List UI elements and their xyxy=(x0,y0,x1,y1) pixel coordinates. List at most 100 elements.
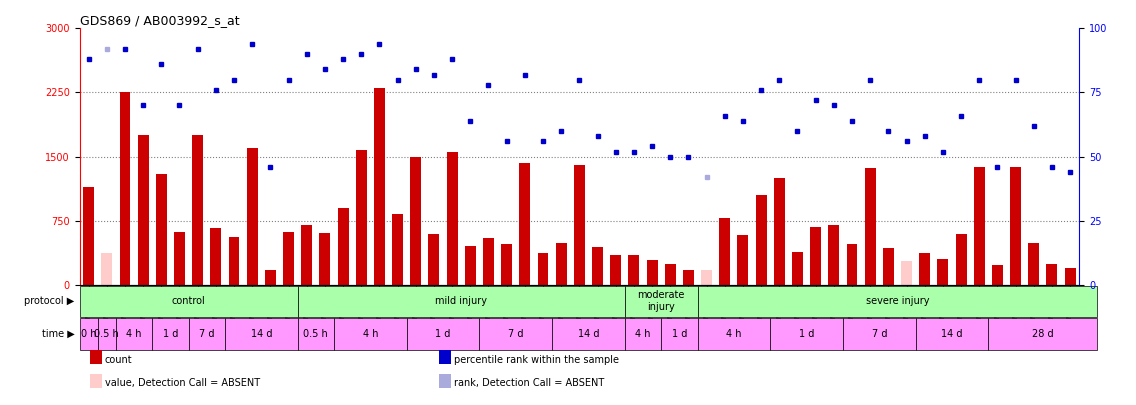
Text: percentile rank within the sample: percentile rank within the sample xyxy=(454,355,619,364)
Bar xyxy=(770,318,843,350)
Text: GDS869 / AB003992_s_at: GDS869 / AB003992_s_at xyxy=(80,14,240,27)
Bar xyxy=(955,234,967,285)
Bar xyxy=(428,234,440,285)
Text: 4 h: 4 h xyxy=(726,329,742,339)
Bar xyxy=(774,178,785,285)
Bar xyxy=(83,187,94,285)
Bar xyxy=(843,318,916,350)
Text: 7 d: 7 d xyxy=(199,329,215,339)
Bar xyxy=(901,261,912,285)
Text: 4 h: 4 h xyxy=(362,329,378,339)
Text: 4 h: 4 h xyxy=(635,329,651,339)
Bar xyxy=(440,350,451,364)
Bar xyxy=(446,152,458,285)
Bar xyxy=(646,260,658,285)
Bar xyxy=(319,233,331,285)
Bar xyxy=(916,318,988,350)
Bar xyxy=(119,92,131,285)
Bar xyxy=(407,318,479,350)
Text: severe injury: severe injury xyxy=(866,296,929,306)
Bar xyxy=(625,286,698,317)
Bar xyxy=(334,318,407,350)
Text: 7 d: 7 d xyxy=(508,329,524,339)
Bar xyxy=(552,318,625,350)
Bar xyxy=(156,174,167,285)
Bar xyxy=(610,255,621,285)
Bar xyxy=(101,253,112,285)
Bar xyxy=(974,167,985,285)
Bar xyxy=(210,228,222,285)
Bar xyxy=(828,225,840,285)
Text: 1 d: 1 d xyxy=(799,329,815,339)
Bar xyxy=(719,218,730,285)
Bar xyxy=(80,318,98,350)
Bar xyxy=(90,350,101,364)
Bar xyxy=(737,235,749,285)
Text: 1 d: 1 d xyxy=(671,329,687,339)
Text: rank, Detection Call = ABSENT: rank, Detection Call = ABSENT xyxy=(454,378,604,388)
Bar xyxy=(1028,243,1039,285)
Bar xyxy=(356,150,367,285)
Bar xyxy=(1010,167,1021,285)
Text: 1 d: 1 d xyxy=(162,329,178,339)
Bar xyxy=(247,148,258,285)
Bar xyxy=(298,318,334,350)
Bar xyxy=(265,270,276,285)
Bar xyxy=(665,264,676,285)
Text: protocol ▶: protocol ▶ xyxy=(24,296,75,306)
Bar xyxy=(810,227,821,285)
Text: 0.5 h: 0.5 h xyxy=(303,329,328,339)
Bar xyxy=(1046,264,1058,285)
Bar xyxy=(792,252,803,285)
Bar xyxy=(98,318,116,350)
Bar xyxy=(483,238,494,285)
Bar xyxy=(189,318,225,350)
Text: 14 d: 14 d xyxy=(578,329,599,339)
Bar xyxy=(440,373,451,388)
Bar xyxy=(661,318,698,350)
Bar xyxy=(337,208,349,285)
Bar xyxy=(628,255,640,285)
Text: 14 d: 14 d xyxy=(251,329,272,339)
Text: count: count xyxy=(105,355,132,364)
Bar xyxy=(174,232,185,285)
Bar xyxy=(374,88,385,285)
Bar xyxy=(698,286,1097,317)
Bar xyxy=(992,265,1003,285)
Text: 7 d: 7 d xyxy=(871,329,887,339)
Bar xyxy=(465,247,476,285)
Text: mild injury: mild injury xyxy=(435,296,487,306)
Bar xyxy=(988,318,1097,350)
Bar xyxy=(701,271,712,285)
Bar xyxy=(225,318,298,350)
Text: 4 h: 4 h xyxy=(126,329,142,339)
Bar xyxy=(883,248,894,285)
Bar xyxy=(298,286,625,317)
Bar xyxy=(501,244,512,285)
Bar xyxy=(683,271,694,285)
Bar xyxy=(410,158,421,285)
Bar xyxy=(228,237,240,285)
Bar xyxy=(846,244,858,285)
Bar xyxy=(698,318,770,350)
Bar xyxy=(152,318,189,350)
Bar xyxy=(625,318,661,350)
Bar xyxy=(116,318,152,350)
Bar xyxy=(192,135,203,285)
Text: 0 h: 0 h xyxy=(81,329,97,339)
Bar xyxy=(283,232,294,285)
Bar xyxy=(537,253,549,285)
Bar xyxy=(755,195,767,285)
Bar xyxy=(1064,268,1076,285)
Bar xyxy=(937,259,949,285)
Bar xyxy=(301,225,312,285)
Text: value, Detection Call = ABSENT: value, Detection Call = ABSENT xyxy=(105,378,260,388)
Text: 14 d: 14 d xyxy=(942,329,962,339)
Bar xyxy=(592,247,603,285)
Text: moderate
injury: moderate injury xyxy=(637,290,685,312)
Bar xyxy=(392,214,403,285)
Bar xyxy=(919,253,930,285)
Bar xyxy=(864,168,876,285)
Text: 1 d: 1 d xyxy=(435,329,451,339)
Text: 28 d: 28 d xyxy=(1031,329,1054,339)
